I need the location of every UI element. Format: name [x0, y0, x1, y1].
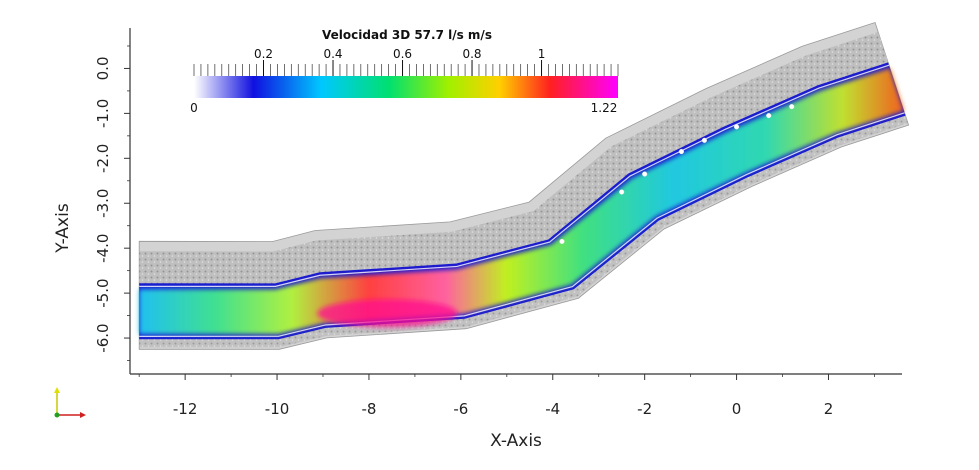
- y-tick-label: -1.0: [94, 99, 112, 128]
- colorbar: Velocidad 3D 57.7 l/s m/s 0.2 0.4 0.6 0.8 1 …: [190, 28, 619, 115]
- colorbar-tick-label: 0.6: [393, 47, 412, 61]
- orientation-y-head: [54, 387, 60, 393]
- orientation-axes: [54, 387, 86, 418]
- colorbar-minor-ticks: [193, 64, 619, 76]
- marker-point: [642, 171, 648, 177]
- y-tick-label: 0.0: [94, 57, 112, 81]
- colorbar-gradient: [194, 76, 618, 98]
- y-tick-label: -6.0: [94, 323, 112, 352]
- high-velocity-zone: [317, 299, 458, 328]
- velocity-field: [139, 62, 906, 340]
- x-tick-label: -8: [361, 400, 376, 418]
- colorbar-tick-label: 1: [538, 47, 546, 61]
- x-ticks: -12 -10 -8 -6 -4 -2 0 2: [138, 374, 875, 418]
- x-axis-title: X-Axis: [490, 431, 542, 451]
- colorbar-min-label: 0: [190, 101, 198, 115]
- marker-points: [559, 104, 795, 244]
- marker-point: [766, 113, 772, 119]
- flow-core: [139, 68, 904, 335]
- y-tick-label: -5.0: [94, 278, 112, 307]
- marker-point: [701, 137, 707, 143]
- flow-edge: [139, 62, 906, 340]
- y-axis-title: Y-Axis: [53, 203, 73, 254]
- orientation-z-dot: [54, 412, 60, 418]
- y-ticks: 0.0 -1.0 -2.0 -3.0 -4.0 -5.0 -6.0: [94, 45, 130, 361]
- axes: -12 -10 -8 -6 -4 -2 0 2 0.0 -1.0 -2.0 -3.0 -4.0 -5.0…: [53, 28, 902, 451]
- x-tick-label: -2: [637, 400, 652, 418]
- marker-point: [789, 104, 795, 110]
- x-tick-label: 0: [732, 400, 742, 418]
- colorbar-max-label: 1.22: [591, 101, 618, 115]
- colorbar-ticks: 0.2 0.4 0.6 0.8 1: [254, 47, 545, 76]
- flow-lower-edge-line: [139, 112, 905, 337]
- colorbar-tick-label: 0.8: [462, 47, 481, 61]
- orientation-x-head: [80, 412, 86, 418]
- flow-upper-edge-line: [139, 64, 890, 287]
- marker-point: [619, 189, 625, 195]
- colorbar-title: Velocidad 3D 57.7 l/s m/s: [322, 28, 492, 42]
- marker-point: [678, 149, 684, 155]
- channel-terrain: [138, 21, 910, 350]
- x-tick-label: -12: [173, 400, 198, 418]
- x-tick-label: -4: [545, 400, 560, 418]
- marker-point: [559, 238, 565, 244]
- upper-rough-bank: [139, 32, 889, 286]
- x-tick-label: -10: [265, 400, 290, 418]
- colorbar-tick-label: 0.4: [323, 47, 342, 61]
- y-tick-label: -3.0: [94, 189, 112, 218]
- x-tick-label: 2: [824, 400, 834, 418]
- marker-point: [734, 124, 740, 130]
- colorbar-tick-label: 0.2: [254, 47, 273, 61]
- x-tick-label: -6: [453, 400, 468, 418]
- y-tick-label: -2.0: [94, 144, 112, 173]
- y-tick-label: -4.0: [94, 234, 112, 263]
